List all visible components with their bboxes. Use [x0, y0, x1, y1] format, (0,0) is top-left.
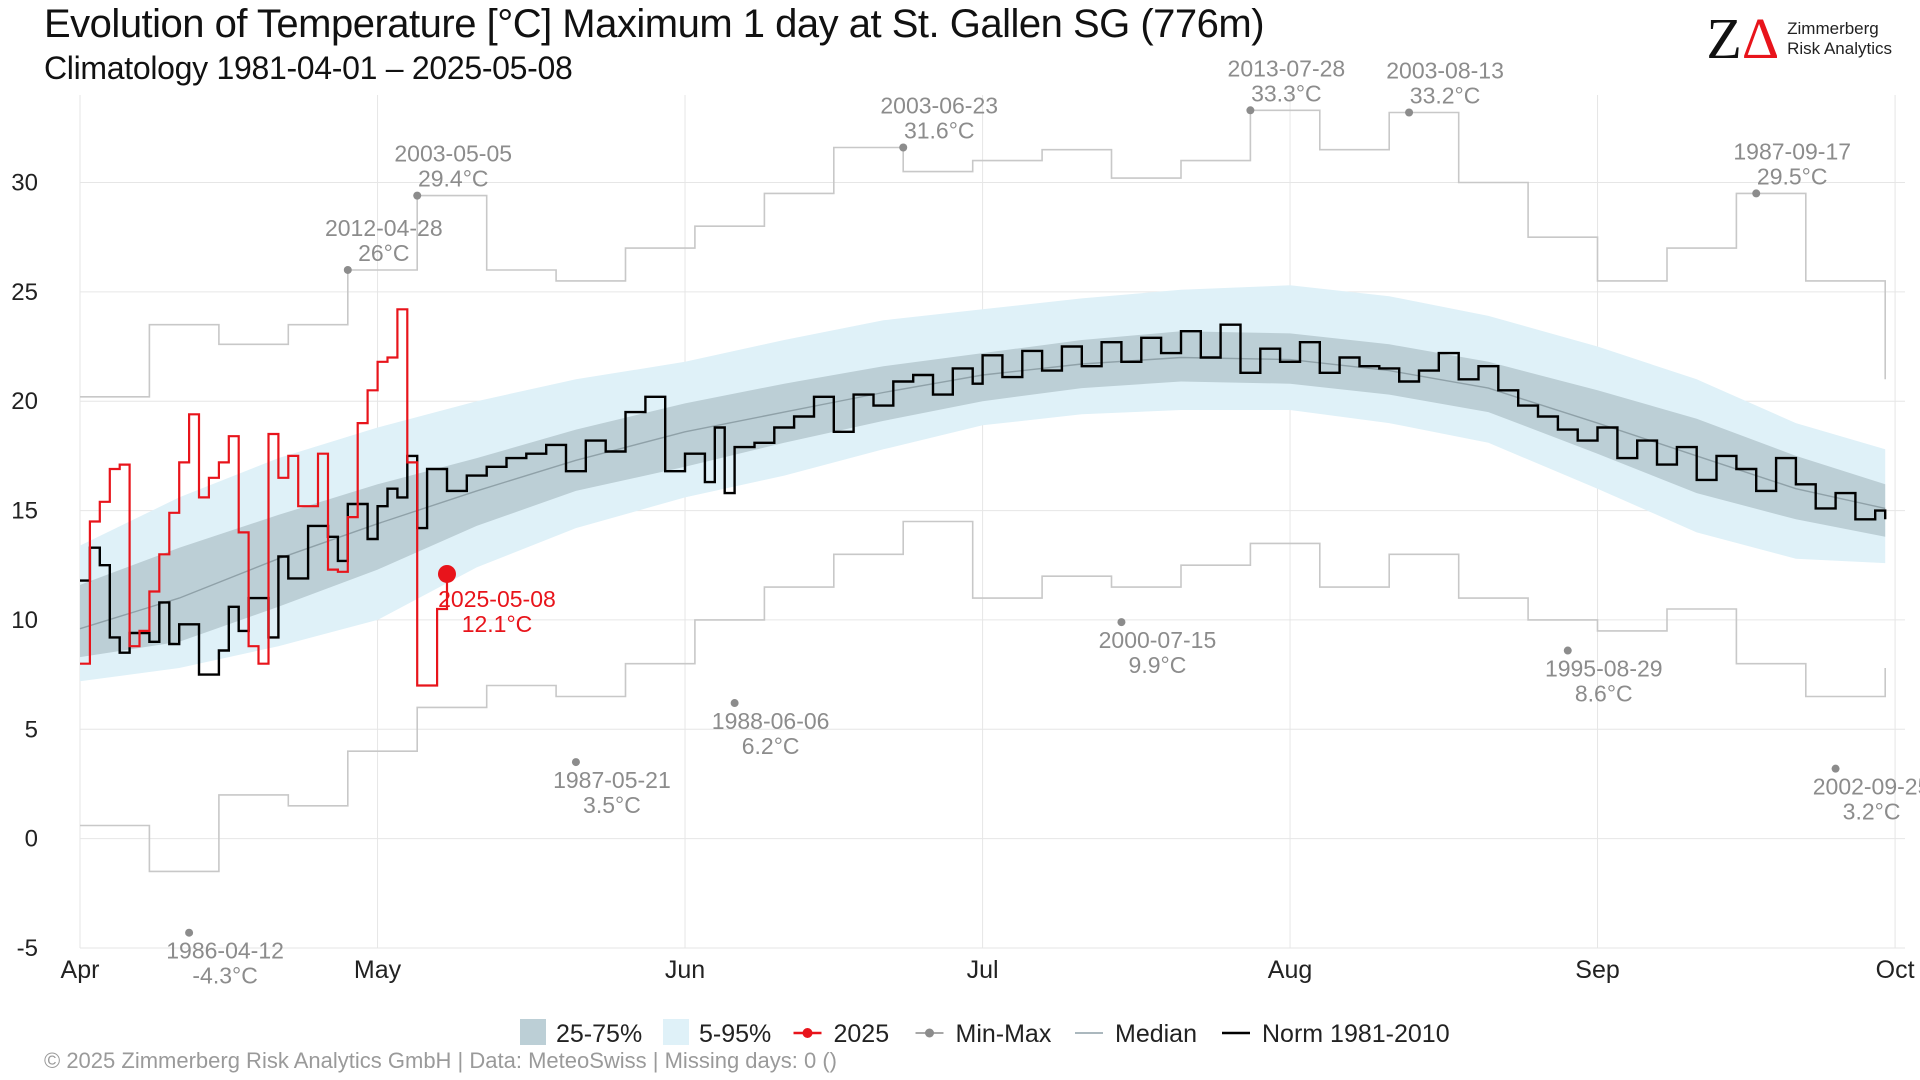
legend-swatch-minmax-dot [925, 1028, 934, 1038]
y-axis: -5 0 5 10 15 20 25 30 [11, 169, 38, 962]
legend-label: Min-Max [956, 1020, 1052, 1048]
legend-swatch-band_25_75 [520, 1019, 546, 1045]
x-tick-label: Sep [1575, 956, 1619, 984]
y-tick-label: 0 [25, 826, 38, 853]
y-tick-label: 10 [11, 607, 38, 634]
extreme-value-label: 26°C [358, 240, 409, 266]
legend-swatch-band_5_95 [663, 1019, 689, 1045]
extreme-value-label: 3.2°C [1843, 799, 1901, 825]
band-25-75 [80, 331, 1886, 658]
extreme-date-label: 2003-05-05 [394, 141, 512, 167]
extreme-date-label: 2003-06-23 [880, 92, 998, 118]
extreme-date-label: 1987-09-17 [1733, 138, 1851, 164]
extreme-point [1405, 108, 1414, 117]
y-tick-label: 5 [25, 716, 38, 743]
extreme-date-label: 2002-09-25 [1813, 774, 1920, 800]
x-tick-label: Oct [1876, 956, 1915, 984]
norm-line [80, 323, 1887, 676]
extreme-point [1831, 764, 1840, 773]
extreme-date-label: 1988-06-06 [712, 708, 830, 734]
extreme-value-label: 33.2°C [1410, 82, 1481, 108]
extreme-value-label: 31.6°C [904, 117, 975, 143]
extreme-point [730, 699, 739, 708]
legend-label: Median [1115, 1020, 1197, 1048]
legend-label: Norm 1981-2010 [1262, 1020, 1450, 1048]
y-tick-label: 20 [11, 388, 38, 415]
extreme-point [413, 191, 422, 200]
extreme-point [343, 265, 352, 274]
extreme-value-label: 8.6°C [1575, 681, 1633, 707]
legend-swatch-current-year-dot [802, 1028, 813, 1038]
x-tick-label: May [354, 956, 402, 984]
x-tick-label: Jul [967, 956, 999, 984]
y-tick-label: -5 [17, 935, 38, 962]
extreme-point [185, 928, 194, 937]
grid-lines [79, 95, 1905, 949]
y-tick-label: 30 [11, 169, 38, 196]
footer-credit: © 2025 Zimmerberg Risk Analytics GmbH | … [44, 1048, 837, 1073]
chart-subtitle: Climatology 1981-04-01 – 2025-05-08 [44, 50, 573, 86]
extreme-value-label: 9.9°C [1129, 652, 1187, 678]
extreme-date-label: 1986-04-12 [166, 938, 284, 964]
extreme-point [1117, 618, 1126, 627]
legend: 25-75% 5-95% 2025 Min-Max Median Norm 1981-20… [520, 1019, 1450, 1048]
x-tick-label: Jun [665, 956, 705, 984]
extreme-point [899, 143, 908, 152]
extreme-date-label: 1995-08-29 [1545, 656, 1663, 682]
logo-line-1: Zimmerberg [1787, 19, 1879, 38]
extreme-point [1563, 646, 1572, 655]
min-line [80, 520, 1886, 873]
series-lines [79, 109, 1887, 873]
extreme-date-label: 2012-04-28 [325, 215, 443, 241]
extreme-point [571, 758, 580, 767]
logo-line-2: Risk Analytics [1787, 39, 1892, 58]
x-tick-label: Apr [61, 956, 100, 984]
current-value-label: 12.1°C [462, 611, 533, 637]
extreme-date-label: 1987-05-21 [553, 767, 671, 793]
legend-label: 25-75% [556, 1020, 642, 1048]
extreme-value-label: 29.4°C [418, 166, 489, 192]
x-tick-label: Aug [1268, 956, 1312, 984]
legend-label: 5-95% [699, 1020, 771, 1048]
brand-logo: ZΔ Zimmerberg Risk Analytics [1706, 10, 1892, 68]
x-axis: Apr May Jun Jul Aug Sep Oct [61, 956, 1915, 984]
extreme-value-label: -4.3°C [192, 963, 257, 989]
y-tick-label: 15 [11, 498, 38, 525]
extreme-value-label: 6.2°C [742, 733, 800, 759]
current-date-label: 2025-05-08 [438, 586, 556, 612]
y-tick-label: 25 [11, 279, 38, 306]
current-point [437, 564, 456, 583]
extreme-value-label: 3.5°C [583, 792, 641, 818]
extreme-value-label: 29.5°C [1757, 163, 1828, 189]
extreme-point [1752, 189, 1761, 198]
extreme-value-label: 33.3°C [1251, 80, 1322, 106]
logo-mark-icon: ZΔ [1706, 6, 1780, 71]
extreme-date-label: 2013-07-28 [1228, 55, 1346, 81]
legend-label: 2025 [834, 1020, 890, 1048]
chart-title: Evolution of Temperature [°C] Maximum 1 … [44, 2, 1265, 46]
percentile-bands [80, 285, 1886, 682]
extreme-date-label: 2003-08-13 [1386, 57, 1504, 83]
extreme-point [1246, 106, 1255, 115]
extreme-date-label: 2000-07-15 [1099, 627, 1217, 653]
max-line [80, 109, 1886, 398]
current-year-line [80, 308, 449, 687]
